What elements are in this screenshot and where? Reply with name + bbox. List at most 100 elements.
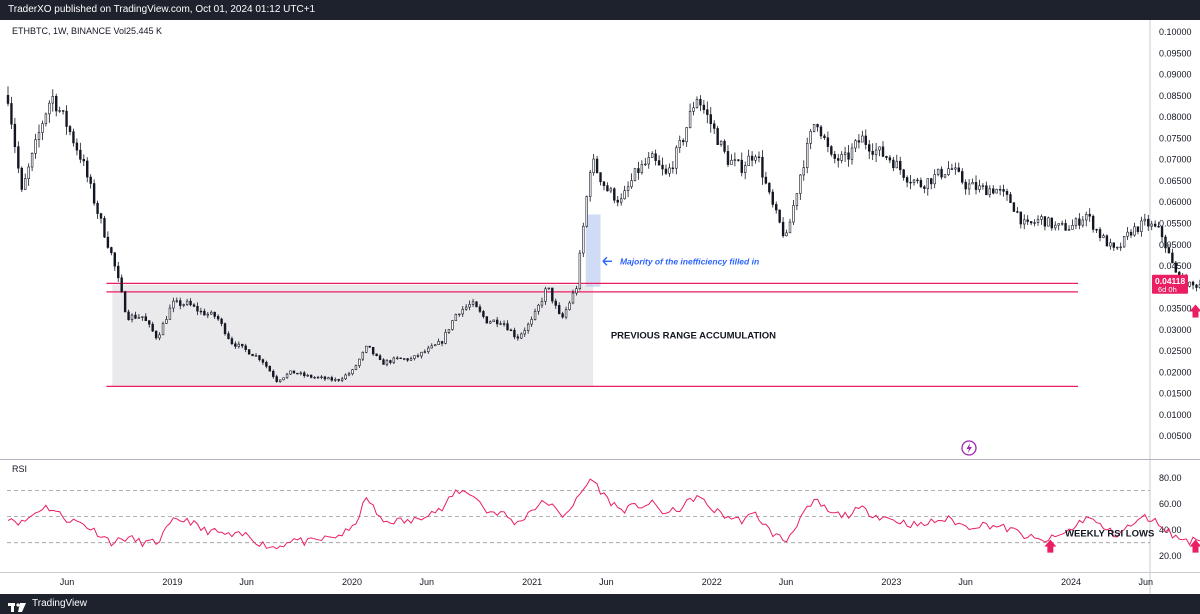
candle-body — [1012, 202, 1016, 212]
candle-body — [265, 362, 268, 367]
price-tick-label: 0.01000 — [1159, 410, 1192, 420]
candle-body — [761, 156, 764, 178]
candle-body — [582, 225, 585, 254]
lightning-circle-icon[interactable] — [961, 440, 977, 456]
candle-body — [464, 306, 468, 310]
candle-body — [1164, 236, 1167, 249]
previous-range-label: PREVIOUS RANGE ACCUMULATION — [611, 331, 776, 342]
arrow-up-icon — [1044, 539, 1057, 553]
candle-body — [141, 316, 144, 318]
candle-body — [1105, 235, 1109, 247]
candle-body — [850, 147, 854, 160]
candle-body — [454, 314, 458, 321]
candle-body — [1129, 231, 1133, 236]
time-tick-label: 2021 — [522, 577, 542, 587]
candle-body — [895, 160, 898, 169]
candle-body — [733, 159, 737, 161]
price-chart[interactable]: 0.10000 0.09500 0.09000 0.08500 0.08000 0.075… — [0, 20, 1200, 594]
candle-body — [1002, 189, 1005, 192]
candle-body — [1143, 218, 1147, 222]
time-tick-label: Jun — [958, 577, 973, 587]
candle-body — [375, 353, 378, 357]
candle-body — [685, 127, 688, 143]
candle-body — [103, 218, 106, 238]
candle-body — [247, 349, 251, 355]
candle-body — [778, 209, 781, 223]
candle-body — [1095, 229, 1098, 231]
candle-body — [72, 131, 75, 144]
candle-body — [754, 156, 757, 161]
candle-body — [1119, 246, 1122, 249]
rsi-tick-label: 40.00 — [1159, 525, 1182, 535]
candle-body — [802, 167, 805, 176]
candle-body — [237, 343, 241, 347]
candle-body — [1071, 225, 1074, 230]
candle-body — [168, 307, 172, 320]
candle-body — [213, 311, 216, 317]
published-bar: TraderXO published on TradingView.com, O… — [0, 0, 1200, 20]
candle-body — [916, 179, 919, 182]
candle-body — [537, 304, 540, 312]
candle-body — [1195, 284, 1198, 288]
candle-body — [399, 357, 402, 360]
candle-body — [992, 188, 995, 194]
footer-brand[interactable]: TradingView — [32, 598, 88, 609]
candle-body — [86, 160, 89, 178]
candle-body — [51, 96, 54, 104]
time-tick-label: Jun — [779, 577, 794, 587]
candle-body — [626, 186, 630, 191]
candle-body — [278, 379, 282, 382]
candle-body — [623, 190, 626, 200]
candle-body — [92, 183, 96, 204]
candle-body — [30, 153, 34, 168]
candle-body — [27, 166, 30, 180]
tradingview-logo-icon[interactable] — [8, 600, 26, 612]
candle-body — [458, 313, 461, 316]
candle-body — [647, 157, 650, 165]
candle-body — [516, 336, 520, 339]
candle-body — [513, 329, 516, 338]
candle-body — [1060, 223, 1064, 225]
candle-body — [120, 277, 123, 293]
candle-body — [568, 302, 571, 310]
inefficiency-note: Majority of the inefficiency filled in — [620, 256, 759, 266]
candle-body — [1050, 217, 1054, 229]
candle-body — [709, 114, 712, 125]
candle-body — [451, 320, 454, 330]
candle-body — [1054, 224, 1057, 229]
candle-body — [1040, 216, 1043, 220]
candle-body — [1057, 223, 1060, 226]
candle-body — [957, 167, 960, 172]
candle-body — [902, 169, 905, 178]
candle-body — [905, 177, 909, 183]
candle-body — [206, 313, 210, 316]
candle-body — [127, 311, 130, 321]
candle-body — [571, 292, 575, 304]
candle-body — [351, 369, 354, 375]
candle-body — [878, 146, 881, 151]
candle-body — [6, 95, 10, 104]
candle-body — [971, 182, 974, 185]
candle-body — [117, 265, 120, 279]
candle-body — [888, 157, 892, 161]
candle-body — [368, 345, 371, 348]
candle-body — [509, 329, 513, 332]
candle-body — [795, 193, 799, 206]
candle-body — [1067, 229, 1071, 231]
candle-body — [530, 319, 533, 325]
price-tick-label: 0.05500 — [1159, 218, 1192, 228]
candle-body — [123, 291, 127, 313]
candle-body — [172, 300, 175, 309]
candle-body — [203, 310, 206, 316]
candle-body — [561, 313, 564, 318]
candle-body — [475, 301, 478, 308]
candle-body — [144, 316, 147, 322]
symbol-legend: ETHBTC, 1W, BINANCE Vol25.445 K — [12, 26, 162, 36]
price-tick-label: 0.03000 — [1159, 325, 1192, 335]
rsi-tick-label: 60.00 — [1159, 499, 1182, 509]
candle-body — [637, 168, 640, 174]
candle-body — [1174, 262, 1178, 273]
published-text: TraderXO published on TradingView.com, O… — [8, 4, 316, 15]
candle-body — [692, 107, 695, 112]
price-tick-label: 0.01500 — [1159, 389, 1192, 399]
